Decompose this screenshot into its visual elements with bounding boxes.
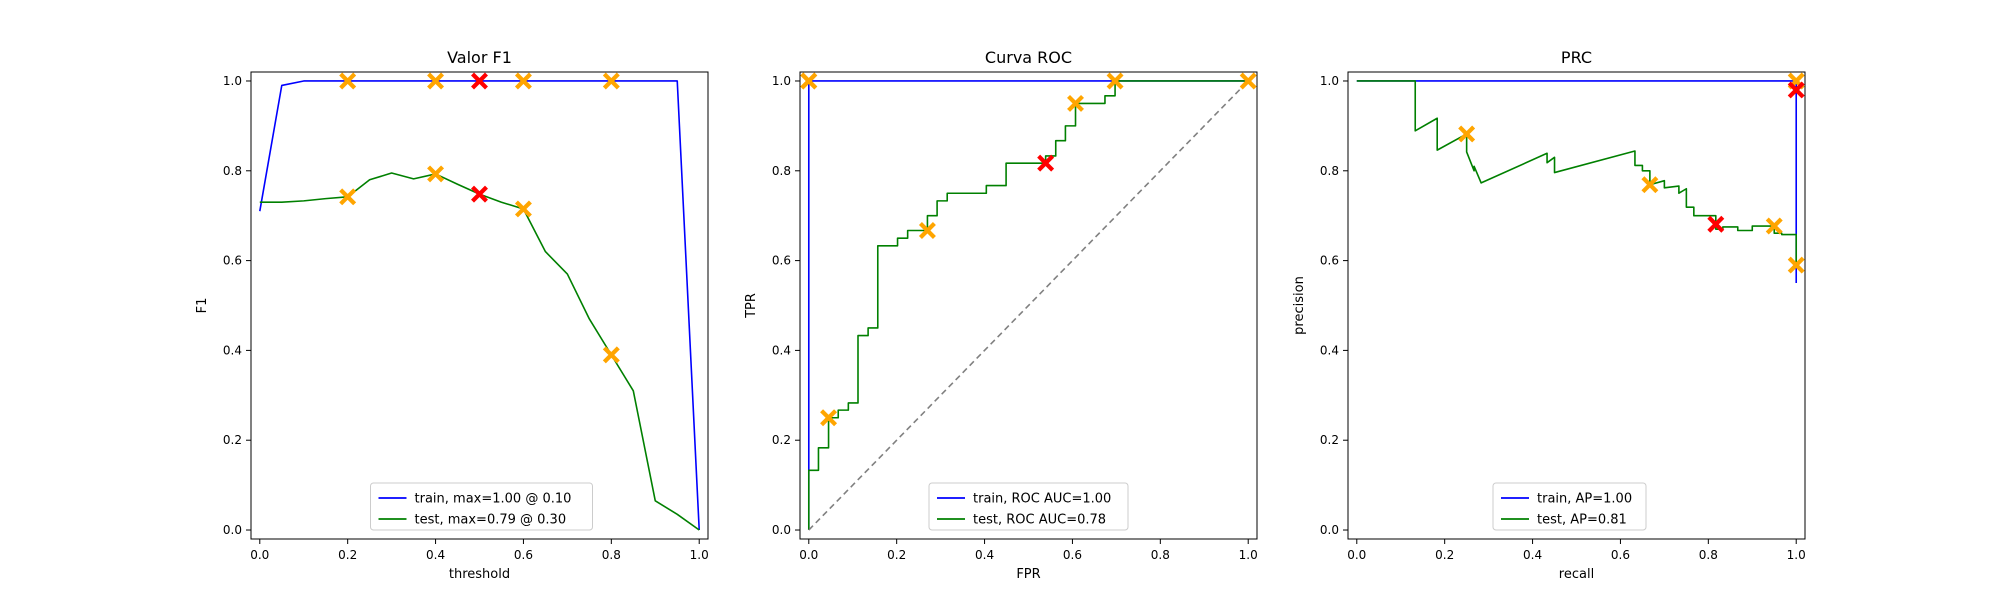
y-tick-label: 1.0	[772, 74, 791, 88]
x-tick-label: 0.4	[975, 548, 994, 562]
legend-box	[928, 482, 1129, 531]
selected-threshold-marker	[1037, 154, 1055, 172]
legend-box	[370, 482, 593, 531]
y-tick-label: 0.0	[1320, 523, 1339, 537]
x-axis-label: FPR	[1016, 567, 1040, 582]
legend-entry-label: train, AP=1.00	[1537, 492, 1632, 507]
x-tick-label: 0.8	[1151, 548, 1170, 562]
x-tick-label: 0.2	[338, 548, 357, 562]
threshold-marker	[339, 188, 357, 206]
x-tick-label: 0.8	[1699, 548, 1718, 562]
threshold-marker	[1106, 72, 1124, 90]
y-tick-label: 1.0	[223, 74, 242, 88]
x-tick-label: 0.6	[514, 548, 533, 562]
y-axis-label: TPR	[744, 293, 759, 319]
series-line	[1356, 80, 1798, 266]
plot-area	[807, 80, 1249, 531]
series-line	[807, 80, 1249, 531]
y-axis-label: F1	[195, 298, 210, 314]
x-tick-label: 0.2	[887, 548, 906, 562]
y-tick-label: 0.4	[772, 343, 791, 357]
selected-threshold-marker	[471, 185, 488, 203]
x-tick-label: 0.6	[1611, 548, 1630, 562]
threshold-marker	[514, 72, 532, 90]
threshold-marker	[1787, 256, 1805, 274]
threshold-marker	[820, 409, 838, 427]
f1-chart: 0.0 0.2 0.4 0.6 0.8 1.0 0.0 0.2 0.4 0.6 0.8 1.0 Valo…	[195, 48, 709, 582]
legend: train, max=1.00 @ 0.10 test, max=0.79 @ 0…	[370, 482, 593, 531]
y-tick-label: 0.0	[772, 523, 791, 537]
y-tick-label: 0.2	[223, 433, 242, 447]
y-tick-label: 0.4	[223, 343, 242, 357]
x-tick-label: 0.4	[1523, 548, 1542, 562]
threshold-marker	[1067, 94, 1084, 112]
x-tick-label: 1.0	[690, 548, 709, 562]
legend-box	[1492, 482, 1647, 531]
threshold-marker	[427, 72, 445, 90]
legend: train, AP=1.00 test, AP=0.81	[1492, 482, 1647, 531]
threshold-marker	[427, 165, 445, 183]
y-tick-label: 0.6	[1320, 254, 1339, 268]
selected-threshold-marker	[1787, 81, 1805, 99]
x-tick-label: 0.6	[1063, 548, 1082, 562]
chart-title: PRC	[1561, 48, 1592, 67]
series-line	[807, 80, 1249, 531]
x-tick-label: 0.0	[799, 548, 818, 562]
selected-threshold-marker	[471, 72, 488, 90]
y-tick-label: 0.6	[223, 254, 242, 268]
x-axis-label: recall	[1559, 567, 1594, 582]
legend-entry-label: test, AP=0.81	[1537, 513, 1627, 528]
threshold-marker	[602, 346, 620, 364]
threshold-marker	[514, 200, 532, 218]
y-tick-label: 0.8	[772, 164, 791, 178]
x-tick-label: 0.4	[426, 548, 445, 562]
y-tick-label: 0.2	[1320, 433, 1339, 447]
legend-entry-label: train, max=1.00 @ 0.10	[415, 492, 572, 507]
y-tick-label: 0.2	[772, 433, 791, 447]
legend-entry-label: test, ROC AUC=0.78	[973, 513, 1106, 528]
prc-chart: 0.0 0.2 0.4 0.6 0.8 1.0 0.0 0.2 0.4 0.6 0.8 1.0 PRC r…	[1292, 48, 1806, 582]
y-tick-label: 0.8	[223, 164, 242, 178]
y-tick-label: 0.0	[223, 523, 242, 537]
roc-chart: 0.0 0.2 0.4 0.6 0.8 1.0 0.0 0.2 0.4 0.6 0.8 1.0 Curv…	[744, 48, 1258, 582]
threshold-marker	[800, 72, 818, 90]
threshold-marker	[1458, 125, 1476, 143]
threshold-marker	[339, 72, 357, 90]
y-axis-label: precision	[1292, 276, 1307, 335]
x-tick-label: 1.0	[1239, 548, 1258, 562]
legend: train, ROC AUC=1.00 test, ROC AUC=0.78	[928, 482, 1129, 531]
y-tick-label: 0.4	[1320, 343, 1339, 357]
y-tick-label: 0.8	[1320, 164, 1339, 178]
x-tick-label: 0.0	[250, 548, 269, 562]
chart-title: Valor F1	[447, 48, 512, 67]
threshold-marker	[1239, 72, 1257, 90]
x-tick-label: 1.0	[1787, 548, 1806, 562]
threshold-marker	[1765, 217, 1783, 235]
chart-title: Curva ROC	[985, 48, 1072, 67]
axes-frame	[1347, 71, 1806, 540]
selected-threshold-marker	[1707, 215, 1725, 233]
x-tick-label: 0.2	[1435, 548, 1454, 562]
y-tick-label: 0.6	[772, 254, 791, 268]
x-tick-label: 0.8	[602, 548, 621, 562]
threshold-marker	[602, 72, 620, 90]
x-tick-label: 0.0	[1347, 548, 1366, 562]
legend-entry-label: train, ROC AUC=1.00	[973, 492, 1111, 507]
threshold-marker	[1641, 176, 1659, 194]
x-axis-label: threshold	[449, 567, 510, 582]
legend-entry-label: test, max=0.79 @ 0.30	[415, 513, 567, 528]
reference-diagonal-line	[808, 80, 1249, 531]
y-tick-label: 1.0	[1320, 74, 1339, 88]
threshold-marker	[918, 222, 936, 239]
axes-frame	[799, 71, 1258, 540]
axes-frame	[250, 71, 709, 540]
